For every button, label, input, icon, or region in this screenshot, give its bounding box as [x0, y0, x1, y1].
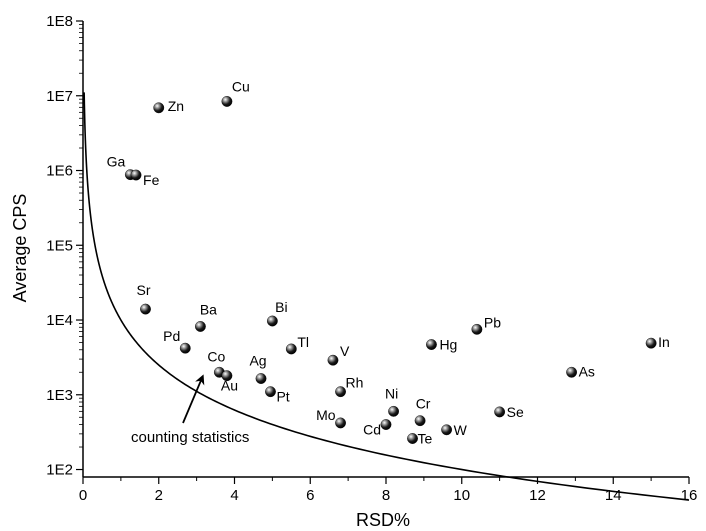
point-label-pb: Pb	[484, 314, 501, 330]
point-label-v: V	[340, 343, 350, 359]
point-label-rh: Rh	[346, 375, 364, 391]
x-axis-title: RSD%	[356, 510, 410, 530]
data-point-ba	[195, 321, 206, 332]
point-label-w: W	[454, 422, 468, 438]
data-point-pt	[265, 386, 276, 398]
x-tick-label: 8	[382, 487, 390, 504]
data-point-w	[441, 424, 452, 436]
data-point-ag	[255, 373, 267, 384]
point-label-bi: Bi	[275, 299, 287, 315]
annotation-arrow	[182, 374, 205, 424]
point-label-pt: Pt	[276, 389, 289, 405]
point-label-sr: Sr	[136, 282, 150, 298]
data-point-fe	[130, 169, 142, 181]
data-point-rh	[335, 386, 346, 398]
point-label-cd: Cd	[363, 422, 381, 438]
data-points-layer	[124, 96, 657, 444]
y-axis-ticks: 1E2 1E3 1E4 1E5 1E6 1E7 1E8	[46, 13, 83, 479]
data-point-v	[327, 354, 339, 366]
data-point-pd	[179, 342, 191, 354]
data-point-cr	[414, 415, 426, 427]
point-label-in: In	[658, 334, 670, 350]
data-point-cu	[221, 96, 233, 107]
point-label-ga: Ga	[107, 154, 126, 170]
point-label-cu: Cu	[232, 78, 250, 94]
data-point-tl	[285, 343, 297, 355]
y-tick-label: 1E4	[46, 312, 73, 329]
point-label-tl: Tl	[297, 334, 309, 350]
point-label-se: Se	[507, 404, 524, 420]
data-point-in	[645, 337, 657, 349]
data-point-au	[221, 370, 233, 382]
point-label-ba: Ba	[200, 301, 217, 317]
y-tick-label: 1E7	[46, 88, 73, 105]
data-point-bi	[266, 315, 278, 327]
x-tick-label: 6	[306, 487, 314, 504]
y-tick-label: 1E6	[46, 163, 73, 180]
data-point-ni	[388, 405, 399, 417]
axes	[82, 21, 689, 478]
x-tick-label: 16	[681, 487, 698, 504]
y-tick-label: 1E8	[46, 13, 73, 30]
data-point-cd	[380, 419, 392, 430]
y-tick-label: 1E3	[46, 387, 73, 404]
point-label-ag: Ag	[249, 353, 266, 369]
data-point-se	[494, 406, 506, 418]
data-point-zn	[153, 102, 165, 114]
x-tick-label: 14	[605, 487, 622, 504]
counting-statistics-curve-layer	[83, 92, 690, 501]
point-label-co: Co	[207, 348, 225, 364]
y-tick-label: 1E5	[46, 237, 73, 254]
point-label-zn: Zn	[168, 98, 184, 114]
x-tick-label: 0	[79, 487, 87, 504]
x-tick-label: 4	[230, 487, 238, 504]
y-axis-title: Average CPS	[10, 194, 30, 303]
counting-statistics-curve	[83, 92, 690, 501]
annotation-label: counting statistics	[131, 429, 249, 446]
point-label-te: Te	[418, 431, 433, 447]
counting-statistics-annotation: counting statistics	[131, 374, 249, 446]
point-labels-layer: Zn Cu Ga Fe Sr Ba Pd Bi Tl V Co Au Ag Pt Rh Mo Cd Ni Te Cr W…	[107, 78, 670, 446]
point-label-au: Au	[221, 378, 238, 394]
x-tick-label: 12	[529, 487, 546, 504]
data-point-sr	[140, 303, 151, 315]
point-label-fe: Fe	[143, 172, 160, 188]
data-point-mo	[335, 417, 346, 429]
point-label-ni: Ni	[385, 385, 398, 401]
x-tick-label: 2	[155, 487, 163, 504]
data-point-te	[407, 433, 418, 444]
x-tick-label: 10	[453, 487, 470, 504]
point-label-mo: Mo	[316, 407, 336, 423]
data-point-as	[566, 366, 577, 378]
data-point-hg	[426, 339, 437, 350]
point-label-pd: Pd	[163, 328, 180, 344]
point-label-as: As	[579, 363, 595, 379]
data-point-pb	[471, 323, 483, 335]
y-tick-label: 1E2	[46, 462, 73, 479]
point-label-cr: Cr	[416, 396, 431, 412]
point-label-hg: Hg	[439, 337, 457, 353]
